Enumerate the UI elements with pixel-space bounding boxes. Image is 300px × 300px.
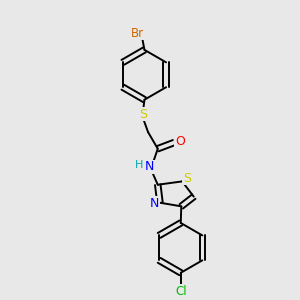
Text: N: N [150,197,159,210]
Text: H: H [135,160,143,170]
Text: N: N [145,160,154,173]
Text: Br: Br [131,27,144,40]
Text: S: S [139,108,147,121]
Text: Cl: Cl [175,285,187,298]
Text: S: S [183,172,191,184]
Text: O: O [175,135,185,148]
